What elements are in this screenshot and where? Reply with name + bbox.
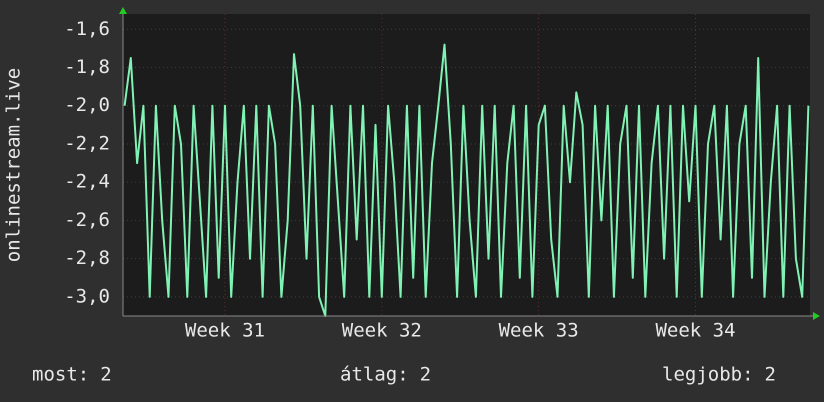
plot: -1,6 -1,8 -2,0 -2,2 -2,4 -2,6 -2,8 -3,0 Week 31 W… — [64, 14, 810, 342]
y-tick-label: -1,6 — [64, 18, 110, 40]
x-tick-label: Week 34 — [655, 320, 735, 342]
x-tick-label: Week 31 — [185, 320, 265, 342]
y-tick-label: -2,0 — [64, 94, 110, 116]
y-tick-label: -2,8 — [64, 247, 110, 269]
stat-label: most: — [32, 364, 89, 386]
y-tick-label: -2,2 — [64, 132, 110, 154]
stat-label: átlag: — [340, 364, 409, 386]
series-line — [123, 43, 810, 317]
y-tick-label: -1,8 — [64, 56, 110, 78]
x-arrow — [813, 312, 820, 320]
stat-value: 2 — [100, 364, 111, 386]
y-arrow — [119, 7, 127, 14]
stat-label: legjobb: — [662, 364, 754, 386]
y-axis-label: onlinestream.live — [3, 68, 25, 262]
x-tick-label: Week 32 — [342, 320, 422, 342]
y-tick-label: -3,0 — [64, 285, 110, 307]
x-tick-label: Week 33 — [499, 320, 579, 342]
stat-value: 2 — [420, 364, 431, 386]
y-tick-label: -2,4 — [64, 171, 110, 193]
y-tick-label: -2,6 — [64, 209, 110, 231]
stat-value: 2 — [765, 364, 776, 386]
